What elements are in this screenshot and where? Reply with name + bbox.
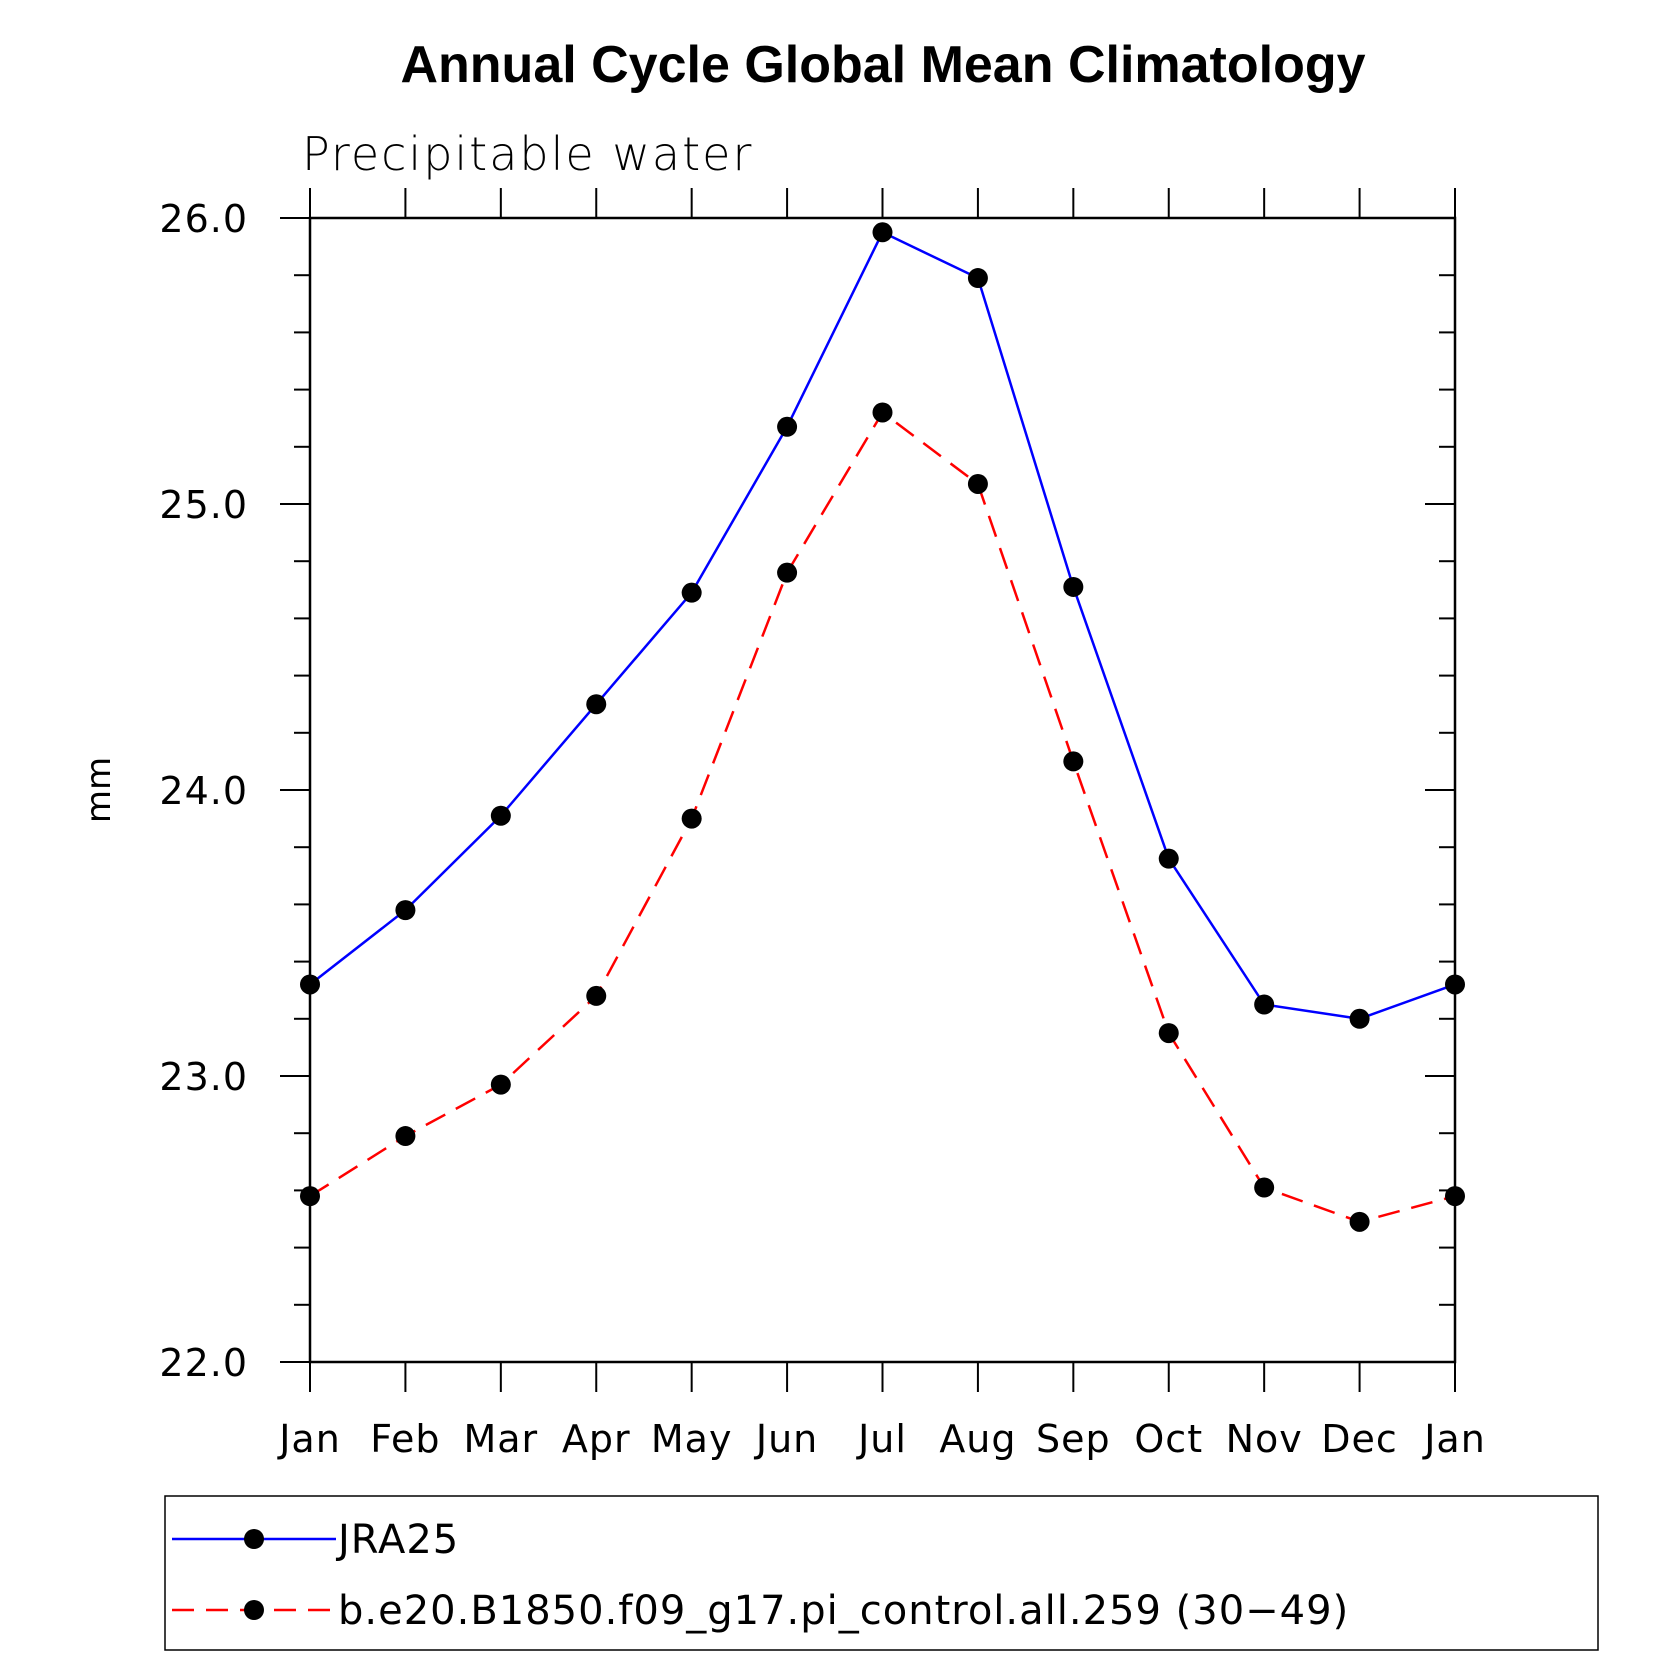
legend: JRA25 b.e20.B1850.f09_g17.pi_control.all.… [164,1495,1599,1651]
series-1 [300,222,1465,1029]
plot-border [308,216,1457,1364]
data-point [395,1126,416,1147]
data-point [777,416,798,437]
legend-box [164,1495,1599,1651]
x-tick-label: Jun [754,1417,818,1461]
x-tick-label: Aug [939,1417,1016,1461]
data-point [395,900,416,921]
data-point [300,974,320,995]
series-line [309,410,1456,1224]
y-tick-label: 23.0 [159,1055,248,1099]
legend-marker [244,1529,264,1549]
data-point [300,1186,320,1207]
legend-label: JRA25 [335,1517,459,1563]
x-tick-label: Dec [1321,1417,1398,1461]
data-point [777,562,798,583]
y-axis: 22.0 23.0 24.0 25.0 26.0 [159,197,1455,1385]
data-point [1063,576,1084,597]
data-point [1349,1008,1370,1029]
y-tick-label: 24.0 [159,769,248,813]
data-point [1254,994,1275,1015]
chart-subtitle: Precipitable water [302,127,753,181]
data-point [1254,1177,1275,1198]
y-tick-label: 26.0 [159,197,248,241]
data-point [1158,848,1179,869]
x-tick-label: Jul [856,1417,907,1461]
data-point [586,694,607,715]
chart-title: Annual Cycle Global Mean Climatology [400,36,1365,94]
x-axis: Jan Feb Mar Apr May Jun Jul Aug Sep Oct Nov Dec Jan [277,188,1486,1461]
data-point [681,808,702,829]
data-point [490,805,511,826]
data-point [1349,1211,1370,1232]
x-tick-label: Mar [463,1417,538,1461]
data-point [872,402,893,423]
x-tick-label: Jan [1422,1417,1486,1461]
x-tick-label: Nov [1226,1417,1303,1461]
y-tick-label: 25.0 [159,483,248,527]
x-tick-label: Feb [370,1417,440,1461]
y-axis-label: mm [79,757,119,823]
data-point [967,473,988,494]
x-tick-label: May [651,1417,733,1461]
legend-label: b.e20.B1850.f09_g17.pi_control.all.259 (… [338,1588,1349,1634]
data-point [967,268,988,289]
data-point [490,1074,511,1095]
data-point [586,985,607,1006]
legend-marker [244,1600,264,1620]
series-2 [300,402,1465,1232]
data-point [1063,751,1084,772]
x-tick-label: Apr [562,1417,631,1461]
data-point [872,222,893,243]
series-layer [300,222,1465,1232]
data-point [1158,1023,1179,1044]
x-tick-label: Oct [1134,1417,1203,1461]
x-tick-label: Jan [277,1417,341,1461]
x-tick-label: Sep [1036,1417,1111,1461]
data-point [681,582,702,603]
data-point [1445,1186,1465,1207]
plot-frame [308,216,1457,1364]
series-line [309,230,1456,1021]
y-tick-label: 22.0 [159,1341,248,1385]
data-point [1445,974,1465,995]
